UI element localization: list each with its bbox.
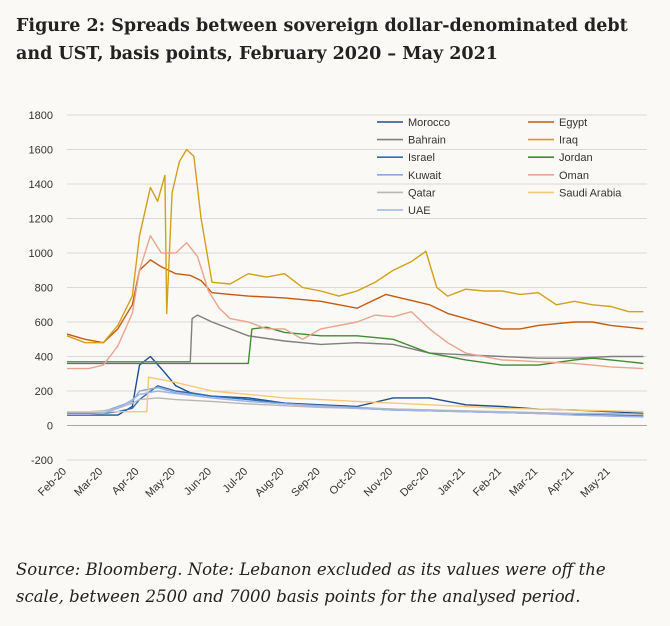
x-tick-label: Nov-20 xyxy=(362,466,396,500)
y-tick-label: 1400 xyxy=(29,179,53,191)
x-tick-label: Mar-20 xyxy=(72,466,105,499)
y-tick-label: -200 xyxy=(31,455,53,467)
legend-label-bahrain: Bahrain xyxy=(408,135,446,147)
series-line-morocco xyxy=(67,355,644,416)
x-tick-label: Apr-21 xyxy=(545,466,577,498)
series-line-saudi-arabia xyxy=(67,376,644,413)
y-tick-label: 600 xyxy=(35,317,53,329)
y-tick-label: 1200 xyxy=(29,214,53,226)
series-line-qatar xyxy=(67,397,644,415)
x-tick-label: May-20 xyxy=(143,466,177,500)
x-tick-label: Aug-20 xyxy=(253,466,287,500)
series-line-bahrain xyxy=(67,314,644,363)
x-tick-label: Feb-21 xyxy=(471,466,504,499)
series-line-egypt xyxy=(66,259,644,344)
legend-label-oman: Oman xyxy=(559,170,589,182)
x-tick-label: Jun-20 xyxy=(182,466,214,498)
y-tick-label: 1800 xyxy=(29,110,53,122)
legend-label-uae: UAE xyxy=(408,205,431,217)
legend-label-qatar: Qatar xyxy=(408,187,436,199)
x-tick-label: Jan-21 xyxy=(436,466,468,498)
series-line-oman xyxy=(67,235,644,370)
x-tick-label: Apr-20 xyxy=(110,466,142,498)
y-tick-label: 0 xyxy=(47,421,53,433)
y-tick-label: 1600 xyxy=(29,145,53,157)
chart-svg: -200 0 200 400 600 800 1000 1200 1400 1600 1800 Feb… xyxy=(29,110,647,500)
y-tick-label: 1000 xyxy=(29,248,53,260)
y-tick-label: 400 xyxy=(35,352,53,364)
legend-label-iraq: Iraq xyxy=(559,135,578,147)
legend-label-israel: Israel xyxy=(408,152,435,164)
legend-label-kuwait: Kuwait xyxy=(408,170,441,182)
x-tick-label: Sep-20 xyxy=(289,466,323,500)
y-tick-label: 200 xyxy=(35,386,53,398)
legend-label-morocco: Morocco xyxy=(408,117,450,129)
line-chart: -200 0 200 400 600 800 1000 1200 1400 1600 1800 Feb… xyxy=(0,96,670,536)
legend-label-jordan: Jordan xyxy=(559,152,593,164)
x-tick-label: Oct-20 xyxy=(327,466,359,498)
legend-label-saudi-arabia: Saudi Arabia xyxy=(559,187,622,199)
x-tick-label: Feb-20 xyxy=(36,466,69,499)
figure-source-note: Source: Bloomberg. Note: Lebanon exclude… xyxy=(16,560,606,606)
series-line-iraq xyxy=(66,148,644,344)
x-tick-label: Dec-20 xyxy=(398,466,432,500)
x-tick-label: Mar-21 xyxy=(507,466,540,499)
y-tick-label: 800 xyxy=(35,283,53,295)
series-line-uae xyxy=(67,390,644,418)
x-tick-label: Jul-20 xyxy=(221,466,251,496)
x-tick-label: May-21 xyxy=(578,466,612,500)
figure-title: Figure 2: Spreads between sovereign doll… xyxy=(16,16,628,64)
legend-label-egypt: Egypt xyxy=(559,117,587,129)
series-line-jordan xyxy=(67,326,644,366)
